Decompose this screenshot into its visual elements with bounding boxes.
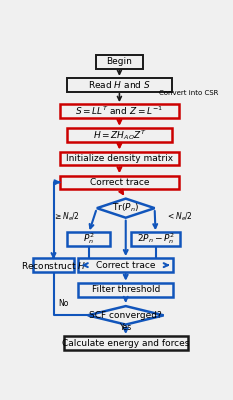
FancyBboxPatch shape xyxy=(60,152,179,165)
Text: Yes: Yes xyxy=(120,323,132,332)
Text: No: No xyxy=(58,299,69,308)
FancyBboxPatch shape xyxy=(60,176,179,189)
Text: Read $H$ and $S$: Read $H$ and $S$ xyxy=(88,80,151,90)
Text: $H = ZH_{AO}Z^T$: $H = ZH_{AO}Z^T$ xyxy=(93,128,146,142)
FancyBboxPatch shape xyxy=(64,336,188,350)
FancyBboxPatch shape xyxy=(131,232,180,246)
Text: Convert into CSR: Convert into CSR xyxy=(159,90,219,96)
Text: $2P_n - P_n^2$: $2P_n - P_n^2$ xyxy=(137,232,175,246)
Text: $\geq N_e/2$: $\geq N_e/2$ xyxy=(53,210,80,223)
Text: Reconstruct $H$: Reconstruct $H$ xyxy=(21,260,86,271)
FancyBboxPatch shape xyxy=(96,55,143,69)
Text: Initialize density matrix: Initialize density matrix xyxy=(66,154,173,163)
FancyBboxPatch shape xyxy=(60,104,179,118)
Text: Correct trace: Correct trace xyxy=(90,178,149,187)
Text: $S = LL^T$ and $Z = L^{-1}$: $S = LL^T$ and $Z = L^{-1}$ xyxy=(75,105,163,117)
Text: Begin: Begin xyxy=(106,57,132,66)
FancyBboxPatch shape xyxy=(33,258,74,272)
Polygon shape xyxy=(88,306,164,324)
FancyBboxPatch shape xyxy=(67,232,110,246)
FancyBboxPatch shape xyxy=(66,78,172,92)
FancyBboxPatch shape xyxy=(78,258,173,272)
FancyBboxPatch shape xyxy=(78,283,173,296)
Polygon shape xyxy=(97,199,155,218)
Text: Correct trace: Correct trace xyxy=(96,261,155,270)
FancyBboxPatch shape xyxy=(66,128,172,142)
Text: $\mathrm{Tr}(P_n)$: $\mathrm{Tr}(P_n)$ xyxy=(112,202,139,214)
Text: $< N_e/2$: $< N_e/2$ xyxy=(165,210,192,223)
Text: $P_n^2$: $P_n^2$ xyxy=(83,232,94,246)
Text: SCF converged?: SCF converged? xyxy=(89,311,162,320)
Text: Calculate energy and forces: Calculate energy and forces xyxy=(62,338,189,348)
Text: Filter threshold: Filter threshold xyxy=(92,285,160,294)
